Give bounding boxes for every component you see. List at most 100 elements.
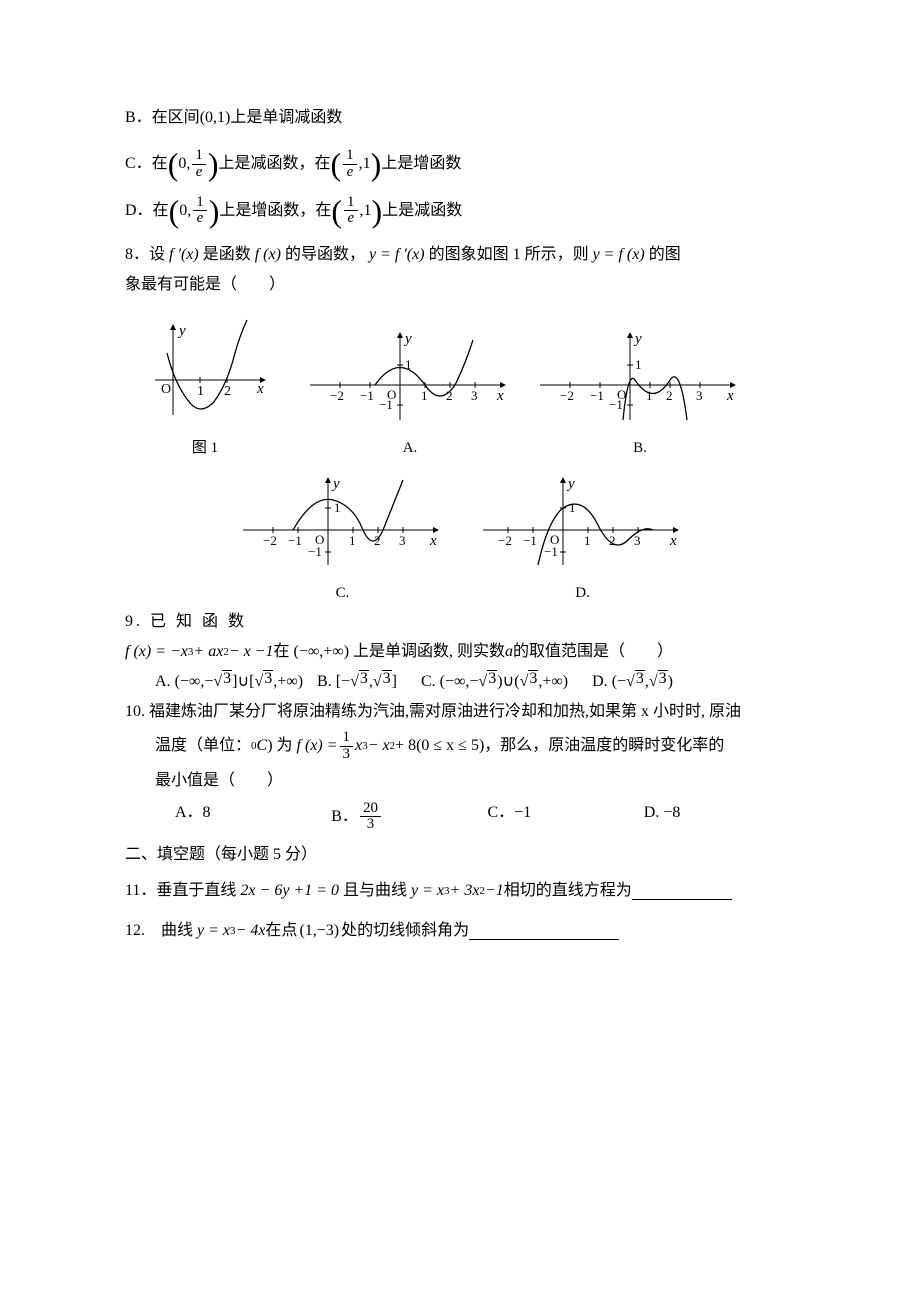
q9-opt-d: D. (−√3,√3) <box>592 670 673 694</box>
q10-opt-d: D. −8 <box>644 801 800 834</box>
svg-text:1: 1 <box>569 500 576 515</box>
q9-opt-a: A. (−∞,−√3]∪[√3,+∞) <box>155 670 303 694</box>
graph-b: y x O −2 −1 1 2 3 1 −1 <box>535 325 745 435</box>
svg-text:1: 1 <box>635 357 642 372</box>
svg-text:−2: −2 <box>498 533 512 548</box>
svg-text:−2: −2 <box>330 388 344 403</box>
rparen: ) <box>371 148 382 180</box>
svg-text:−2: −2 <box>263 533 277 548</box>
eq: + 3x <box>450 879 480 903</box>
svg-text:−1: −1 <box>379 397 393 412</box>
svg-text:−1: −1 <box>308 544 322 559</box>
q11: 11．垂直于直线 2x − 6y +1 = 0 且与曲线 y = x3 + 3x… <box>125 879 800 903</box>
q8-figure-d: y x O −2 −1 1 2 3 1 −1 D. <box>478 470 688 605</box>
math: y = f ′(x) <box>369 246 425 263</box>
lparen: ( <box>331 195 342 227</box>
blank <box>632 883 732 900</box>
text: 且与曲线 <box>343 879 407 903</box>
q10-line1: 10. 福建炼油厂某分厂将原油精练为汽油,需对原油进行冷却和加热,如果第 x 小… <box>125 700 800 724</box>
q10-opt-a: A．8 <box>175 801 331 834</box>
caption: A. <box>305 437 515 460</box>
q10-line2: 温度（单位： 0C ) 为 f (x) = 1 3 x3 − x2 + 8(0 … <box>155 730 800 763</box>
a: a <box>505 640 513 664</box>
zero: 0, <box>179 199 191 223</box>
numerator: 1 <box>340 730 354 747</box>
graph-d: y x O −2 −1 1 2 3 1 −1 <box>478 470 688 580</box>
text: ，那么，原油温度的瞬时变化率的 <box>484 734 724 758</box>
svg-text:1: 1 <box>584 533 591 548</box>
q10-line3: 最小值是（ ） <box>155 769 800 793</box>
fraction: 20 3 <box>360 801 381 834</box>
text: 的导函数， <box>285 246 365 263</box>
svg-text:y: y <box>177 323 186 339</box>
caption: 图 1 <box>135 437 275 460</box>
svg-text:1: 1 <box>421 388 428 403</box>
lparen: ( <box>169 195 180 227</box>
svg-text:−1: −1 <box>288 533 302 548</box>
graph-a: y x O −2 −1 1 2 3 1 −1 <box>305 325 515 435</box>
text: 12. 曲线 <box>125 919 193 943</box>
svg-text:−1: −1 <box>590 388 604 403</box>
text: 相切的直线方程为 <box>504 879 632 903</box>
q9-opt-c: C. (−∞,−√3)∪(√3,+∞) <box>421 670 568 694</box>
fraction: 1 e <box>193 195 207 228</box>
svg-text:2: 2 <box>666 388 673 403</box>
rparen: ) <box>372 195 383 227</box>
x: x <box>355 734 362 758</box>
label: C. <box>421 673 436 690</box>
math: f ′(x) <box>169 246 199 263</box>
q10-options: A．8 B． 20 3 C．−1 D. −8 <box>175 801 800 834</box>
svg-text:x: x <box>496 388 504 404</box>
fraction: 1 3 <box>340 730 354 763</box>
interval: (0,1) <box>200 106 231 130</box>
svg-text:3: 3 <box>696 388 703 403</box>
math: f (x) = −x <box>125 640 188 664</box>
text: 上是单调减函数 <box>230 106 342 130</box>
svg-text:y: y <box>566 476 575 492</box>
text: 的取值范围是（ ） <box>513 640 673 664</box>
label: A. <box>155 673 171 690</box>
svg-text:O: O <box>161 382 171 397</box>
denominator: e <box>344 165 357 181</box>
svg-text:−1: −1 <box>360 388 374 403</box>
q9-head: 9. 已 知 函 数 <box>125 610 800 634</box>
fraction: 1 e <box>344 195 358 228</box>
fraction: 1 e <box>192 148 206 181</box>
caption: C. <box>238 582 448 605</box>
graph-ref: y x O 1 2 <box>135 315 275 435</box>
text: D．在 <box>125 199 169 223</box>
math: f (x) <box>255 246 281 263</box>
blank <box>469 923 619 940</box>
q8-figure-a: y x O −2 −1 1 2 3 1 −1 A. <box>305 325 515 460</box>
math: − x −1 <box>229 640 274 664</box>
svg-text:2: 2 <box>224 384 231 399</box>
eq: − 4x <box>236 919 266 943</box>
math: + ax <box>193 640 223 664</box>
svg-text:−1: −1 <box>544 544 558 559</box>
q8-figure-row-2: y x O −2 −1 1 2 3 1 −1 C. y x O −2 −1 1 … <box>125 470 800 605</box>
q7-option-b: B．在区间 (0,1) 上是单调减函数 <box>125 106 800 130</box>
text: 的图 <box>649 246 681 263</box>
svg-text:−1: −1 <box>609 397 623 412</box>
graph-c: y x O −2 −1 1 2 3 1 −1 <box>238 470 448 580</box>
one: ,1 <box>360 199 372 223</box>
denominator: e <box>194 211 207 227</box>
label: B． <box>331 805 358 829</box>
svg-text:1: 1 <box>197 384 204 399</box>
svg-text:x: x <box>669 533 677 549</box>
eq: y = x <box>411 879 444 903</box>
x: − x <box>368 734 390 758</box>
svg-text:y: y <box>331 476 340 492</box>
one: ,1 <box>359 152 371 176</box>
q10-opt-b: B． 20 3 <box>331 801 487 834</box>
q8-figure-c: y x O −2 −1 1 2 3 1 −1 C. <box>238 470 448 605</box>
text: 8．设 <box>125 246 165 263</box>
svg-text:−1: −1 <box>523 533 537 548</box>
eq: −1 <box>485 879 504 903</box>
q10-opt-c: C．−1 <box>488 801 644 834</box>
label: D. <box>592 673 608 690</box>
svg-text:1: 1 <box>349 533 356 548</box>
numerator: 1 <box>343 148 357 165</box>
lparen: ( <box>331 148 342 180</box>
text: 处的切线倾斜角为 <box>341 919 469 943</box>
